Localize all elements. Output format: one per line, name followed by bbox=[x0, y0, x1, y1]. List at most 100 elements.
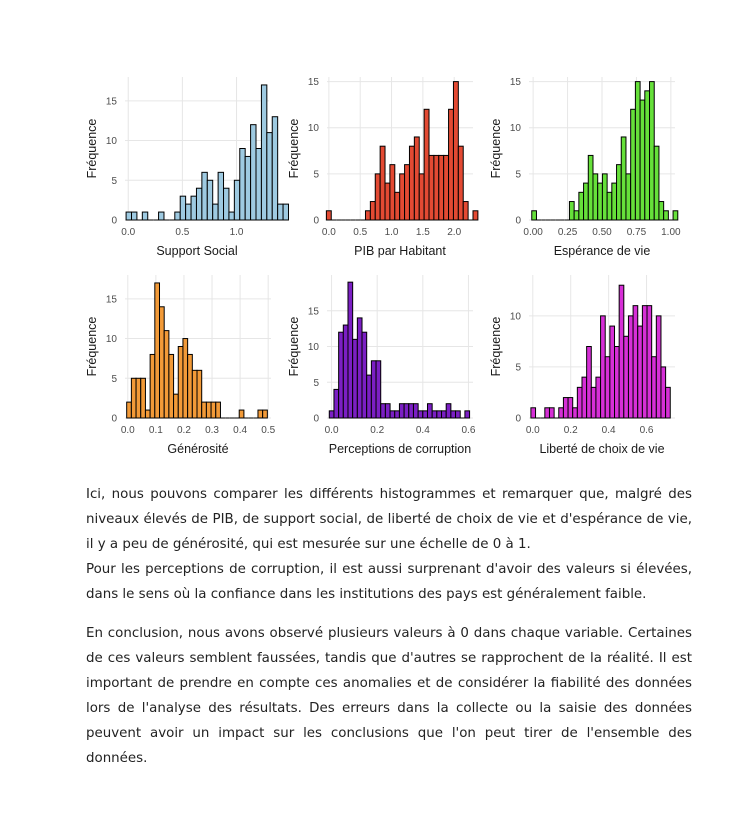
x-tick-label: 0.75 bbox=[627, 227, 647, 238]
x-tick-label: 0.6 bbox=[461, 425, 475, 436]
histogram-bar bbox=[328, 410, 335, 419]
histogram-panel-5: 0 5 10 15 0.0 0.2 0.4 0.6 Perceptions de corrupt… bbox=[287, 275, 476, 456]
histogram-bar bbox=[413, 136, 420, 221]
histogram-bar bbox=[417, 410, 424, 419]
histogram-bar bbox=[375, 360, 382, 419]
histogram-bar bbox=[149, 353, 156, 419]
histogram-bar bbox=[244, 155, 252, 221]
histogram-panel-1: 0 5 10 15 0.0 0.5 1.0 Support Social Fréquence bbox=[85, 77, 289, 258]
x-tick-label: 1.00 bbox=[661, 227, 681, 238]
paragraph-conclusion: En conclusion, nous avons observé plusie… bbox=[86, 626, 692, 766]
histogram-bar bbox=[364, 210, 371, 221]
y-axis-title: Fréquence bbox=[287, 317, 301, 377]
histogram-bar bbox=[333, 388, 340, 419]
histogram-bar bbox=[369, 201, 376, 221]
histogram-bar bbox=[592, 173, 599, 221]
histogram-bar bbox=[163, 330, 170, 419]
x-tick-label: 0.5 bbox=[353, 227, 367, 238]
x-tick-label: 0.2 bbox=[370, 425, 384, 436]
x-tick-label: 0.6 bbox=[640, 425, 654, 436]
histogram-bar bbox=[262, 409, 268, 419]
histogram-bar bbox=[356, 317, 363, 419]
histogram-bar bbox=[238, 409, 245, 419]
histogram-bar bbox=[277, 203, 284, 221]
y-axis-title: Fréquence bbox=[489, 119, 503, 179]
histogram-bar bbox=[206, 179, 214, 221]
histogram-bar bbox=[185, 203, 192, 221]
histogram-bar bbox=[655, 315, 662, 419]
histogram-grid-figure: 0 5 10 15 0.0 0.5 1.0 Support Social Fréquence 0 5… bbox=[85, 77, 681, 456]
histogram-bar bbox=[342, 324, 349, 419]
y-axis-title: Fréquence bbox=[489, 317, 503, 377]
histogram-bar bbox=[583, 182, 589, 221]
x-axis-title: Espérance de vie bbox=[554, 244, 651, 258]
histogram-bar bbox=[347, 281, 354, 419]
histogram-bar bbox=[651, 356, 657, 419]
histogram-bar bbox=[472, 210, 479, 221]
histogram-bar bbox=[433, 154, 440, 221]
histogram-bar bbox=[644, 90, 651, 221]
histogram-bar bbox=[632, 305, 639, 419]
x-tick-label: 0.4 bbox=[416, 425, 430, 436]
histogram-bar bbox=[660, 366, 667, 419]
histogram-bar bbox=[450, 410, 457, 419]
histogram-bar bbox=[125, 211, 132, 221]
histogram-bar bbox=[558, 407, 564, 419]
y-tick-label: 15 bbox=[510, 77, 522, 88]
y-tick-label: 5 bbox=[515, 169, 521, 180]
y-tick-label: 5 bbox=[515, 362, 521, 373]
histogram-bar bbox=[190, 195, 197, 221]
y-tick-label: 5 bbox=[111, 176, 117, 187]
y-tick-label: 10 bbox=[106, 334, 118, 345]
histogram-bar bbox=[462, 201, 469, 221]
histogram-bar bbox=[338, 331, 344, 419]
paragraph-corruption: Pour les perceptions de corruption, il e… bbox=[86, 562, 692, 602]
y-tick-label: 15 bbox=[106, 96, 118, 107]
histogram-bar bbox=[663, 210, 669, 221]
histogram-bar bbox=[630, 108, 636, 221]
histogram-bar bbox=[578, 191, 585, 221]
histogram-bar bbox=[665, 386, 671, 419]
histogram-bar bbox=[568, 201, 575, 221]
histogram-bar bbox=[634, 81, 641, 221]
histogram-bar bbox=[464, 410, 471, 419]
y-tick-label: 5 bbox=[111, 374, 117, 385]
histogram-bar bbox=[380, 403, 386, 419]
analysis-text: Ici, nous pouvons comparer les différent… bbox=[86, 482, 692, 771]
histogram-bar bbox=[394, 410, 400, 419]
histogram-bar bbox=[457, 145, 464, 221]
histogram-bar bbox=[627, 315, 634, 419]
histogram-bar bbox=[205, 401, 212, 419]
histogram-bar bbox=[576, 386, 583, 419]
histogram-bar bbox=[641, 305, 648, 419]
x-axis-title: Perceptions de corruption bbox=[329, 442, 471, 456]
histogram-bar bbox=[255, 148, 262, 221]
histogram-bar bbox=[260, 84, 268, 221]
histogram-bar bbox=[601, 173, 608, 221]
histogram-bar bbox=[135, 377, 142, 419]
histogram-bar bbox=[187, 353, 193, 419]
x-tick-label: 2.0 bbox=[447, 227, 461, 238]
histogram-bar bbox=[600, 315, 606, 419]
x-tick-label: 1.0 bbox=[230, 227, 244, 238]
histogram-bar bbox=[422, 410, 428, 419]
histogram-bar bbox=[436, 410, 443, 419]
histogram-panel-3: 0 5 10 15 0.00 0.25 0.50 0.75 1.00 Espérance de v… bbox=[489, 77, 681, 258]
histogram-bar bbox=[573, 210, 580, 221]
y-tick-label: 10 bbox=[510, 311, 522, 322]
histogram-bar bbox=[548, 407, 555, 419]
histogram-bar bbox=[423, 108, 430, 221]
histogram-panels: 0 5 10 15 0.0 0.5 1.0 Support Social Fréquence 0 5… bbox=[85, 77, 681, 456]
histogram-bar bbox=[130, 211, 138, 221]
histogram-bar bbox=[428, 154, 435, 221]
x-tick-label: 1.0 bbox=[385, 227, 399, 238]
histogram-bar bbox=[581, 376, 588, 419]
histogram-bar bbox=[606, 191, 613, 221]
histogram-bar bbox=[384, 182, 391, 221]
x-tick-label: 0.4 bbox=[602, 425, 616, 436]
histogram-bar bbox=[250, 124, 257, 221]
y-tick-label: 10 bbox=[106, 136, 118, 147]
histogram-bar bbox=[370, 360, 377, 419]
histogram-bar bbox=[215, 401, 221, 419]
